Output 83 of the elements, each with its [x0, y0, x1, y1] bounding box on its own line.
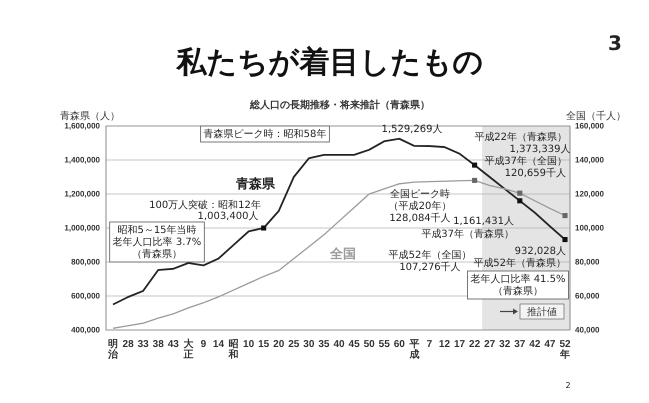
annotation: 平成52年（全国）	[388, 249, 472, 261]
x-tick-label: 20	[273, 339, 285, 350]
y2-tick-label: 160,000	[575, 122, 604, 131]
x-tick-label: 55	[378, 339, 390, 350]
y2-tick-label: 100,000	[575, 224, 604, 233]
x-tick-label: 38	[152, 339, 164, 350]
x-tick-label: 10	[243, 339, 255, 350]
y-tick-label: 1,600,000	[64, 122, 101, 131]
y2-tick-label: 80,000	[575, 258, 600, 267]
y-tick-label: 1,400,000	[64, 156, 101, 165]
point	[562, 237, 568, 242]
annotation: （青森県）	[493, 285, 543, 297]
point	[562, 213, 568, 218]
x-tick-label: 平成	[408, 339, 420, 361]
x-tick-label: 35	[318, 339, 330, 350]
point	[472, 178, 478, 183]
x-tick-label: 25	[288, 339, 300, 350]
series-label: 青森県	[235, 177, 276, 192]
annotation: 1,003,400人	[198, 211, 258, 222]
annotation: 平成37年（青森県）	[421, 228, 514, 240]
annotation: 932,028人	[514, 246, 566, 257]
point	[261, 225, 266, 231]
x-tick-label: 27	[484, 339, 496, 350]
y-tick-label: 600,000	[71, 292, 101, 301]
annotation: 全国ピーク時	[390, 188, 450, 200]
annotation: 107,276千人	[399, 261, 461, 273]
band-label: 推計値	[527, 306, 557, 318]
y-tick-label: 1,000,000	[64, 224, 101, 233]
annotation: 青森県ピーク時：昭和58年	[204, 128, 326, 140]
annotation: 120,659千人	[504, 167, 566, 179]
x-tick-label: 明治	[107, 338, 119, 361]
x-tick-label: 30	[303, 339, 315, 350]
y2-tick-label: 140,000	[575, 156, 604, 165]
y2-tick-label: 60,000	[575, 292, 600, 301]
x-tick-label: 9	[200, 339, 207, 350]
chart-title: 私たちが着目したもの	[176, 45, 484, 80]
x-tick-label: 33	[138, 339, 150, 350]
x-tick-label: 22	[469, 339, 481, 350]
y-tick-label: 400,000	[71, 326, 101, 335]
annotation: 100万人突破：昭和12年	[149, 199, 261, 211]
x-tick-label: 50	[364, 339, 376, 350]
y2-tick-label: 120,000	[575, 190, 604, 199]
annotation: 128,084千人	[389, 212, 451, 224]
y-tick-label: 1,200,000	[64, 190, 101, 199]
annotation: 平成22年（青森県）	[474, 131, 567, 143]
x-tick-label: 28	[122, 339, 134, 350]
annotation: （平成20年）	[388, 200, 452, 212]
annotation: 平成37年（全国）	[484, 155, 567, 167]
x-tick-label: 45	[348, 339, 360, 350]
x-tick-label: 15	[258, 339, 270, 350]
annotation: 老年人口比率 41.5%	[470, 273, 566, 285]
x-tick-label: 12	[438, 339, 450, 350]
y2-tick-label: 40,000	[575, 326, 600, 335]
text: 2	[565, 381, 571, 390]
x-tick-label: 14	[212, 339, 224, 350]
annotation: 平成52年（青森県）	[473, 257, 566, 269]
y-axis-title: 青森県（人）	[60, 110, 120, 122]
x-tick-label: 47	[544, 339, 556, 350]
x-tick-label: 60	[394, 339, 406, 350]
x-tick-label: 17	[454, 339, 466, 350]
x-tick-label: 昭和	[228, 338, 239, 361]
x-tick-label: 43	[168, 339, 180, 350]
x-tick-label: 40	[333, 339, 345, 350]
point	[517, 190, 522, 196]
x-tick-label: 大正	[182, 338, 194, 361]
x-tick-label: 37	[514, 339, 526, 350]
annotation: 1,529,269人	[382, 124, 442, 135]
annotation: 1,373,339人	[510, 144, 570, 155]
annotation: 昭和5～15年当時	[117, 224, 197, 236]
x-tick-label: 52年	[559, 339, 571, 361]
x-tick-label: 32	[499, 339, 511, 350]
point	[472, 162, 478, 168]
annotation: 老年人口比率 3.7%	[112, 236, 202, 248]
text: 3	[608, 31, 622, 55]
y2-axis-title: 全国（千人）	[566, 110, 626, 122]
y-tick-label: 800,000	[71, 258, 101, 267]
point	[517, 198, 522, 204]
series-label: 全国	[329, 247, 356, 262]
annotation: （青森県）	[132, 248, 182, 260]
annotation: 1,161,431人	[453, 216, 514, 227]
x-tick-label: 7	[426, 339, 433, 350]
x-tick-label: 42	[529, 339, 541, 350]
chart-subtitle: 総人口の長期推移・将来推計（青森県）	[249, 99, 430, 111]
